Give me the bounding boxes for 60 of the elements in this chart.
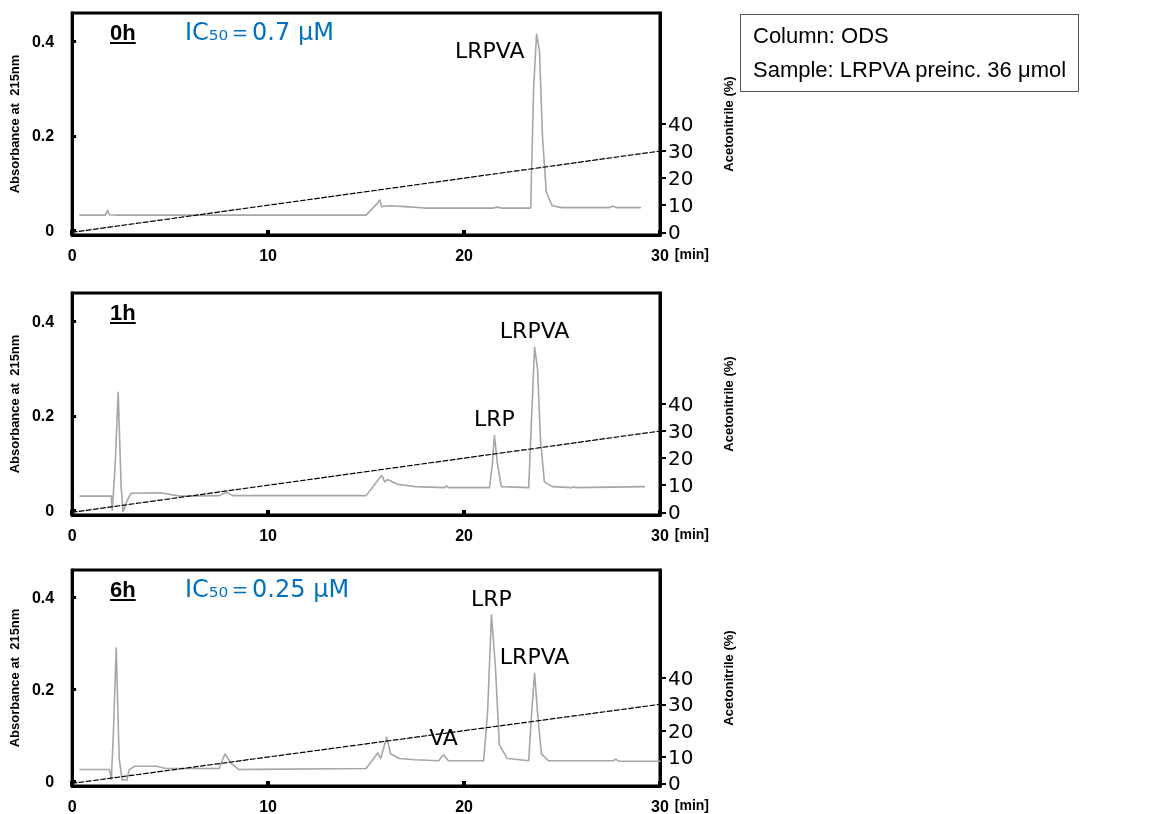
y2-axis-title: Acetonitrile (%) (721, 630, 736, 726)
y-tick-label: 0 (45, 501, 55, 519)
y2-tick-label: 20 (668, 166, 694, 191)
annotation: LRPVA (499, 643, 570, 669)
y2-tick-label: 30 (668, 419, 694, 444)
line-series (79, 614, 661, 781)
y-tick-label: 0.4 (31, 32, 55, 50)
x-axis-title: [min] (674, 797, 710, 813)
x-tick-label: 30 (651, 797, 669, 814)
y2-tick-label: 0 (668, 220, 681, 245)
annotation: LRPVA (455, 37, 525, 63)
x-tick-label: 20 (455, 797, 474, 814)
annotation: LRP (471, 585, 512, 611)
y2-tick-label: 20 (668, 718, 694, 743)
x-axis-title: [min] (674, 526, 710, 542)
y2-tick-label: 40 (668, 112, 694, 136)
y-tick-label: 0 (45, 221, 55, 239)
line-series (79, 346, 646, 513)
y-axis-title: Absorbance at 215nm (7, 54, 22, 194)
x-tick-label: 10 (259, 797, 278, 814)
x-tick-label: 10 (259, 526, 278, 544)
chart-title: 6h (110, 577, 136, 603)
y-tick-label: 0.2 (31, 680, 55, 698)
x-tick-label: 30 (651, 526, 669, 544)
annotation: LRP (474, 406, 515, 432)
y-tick-label: 0.4 (31, 589, 55, 607)
text: Sample: LRPVA preinc. 36 μmol (753, 56, 1067, 84)
y2-tick-label: 30 (668, 692, 694, 717)
x-axis-title: [min] (674, 246, 710, 262)
y-axis-title: Absorbance at 215nm (7, 334, 22, 474)
y2-tick-label: 0 (668, 500, 681, 525)
x-tick-label: 20 (455, 246, 474, 264)
annotation: IC₅₀＝0.25 μM (185, 575, 350, 603)
y-tick-label: 0 (45, 772, 55, 790)
x-tick-label: 0 (67, 246, 77, 264)
x-tick-label: 10 (259, 246, 278, 264)
y2-tick-label: 20 (668, 446, 694, 471)
y2-axis-title: Acetonitrile (%) (721, 76, 736, 172)
x-tick-label: 0 (67, 526, 77, 544)
y2-tick-label: 10 (668, 745, 694, 770)
y2-tick-label: 0 (668, 771, 681, 796)
annotation: VA (429, 725, 458, 751)
chart-title: 1h (110, 300, 136, 326)
y2-tick-label: 40 (668, 392, 694, 416)
annotation: LRPVA (499, 317, 570, 343)
chart-title: 0h (110, 20, 136, 46)
annotation: IC₅₀＝0.7 μM (185, 18, 334, 46)
y-axis-title: Absorbance at 215nm (7, 608, 22, 748)
y2-tick-label: 40 (668, 666, 694, 690)
y2-tick-label: 10 (668, 193, 694, 218)
y2-axis-title: Acetonitrile (%) (721, 356, 736, 452)
y-tick-label: 0.2 (31, 127, 55, 145)
y2-tick-label: 30 (668, 139, 694, 164)
x-tick-label: 30 (651, 246, 669, 264)
y2-tick-label: 10 (668, 473, 694, 498)
y-tick-label: 0.4 (31, 312, 55, 330)
y-tick-label: 0.2 (31, 407, 55, 425)
text: Column: ODS (753, 22, 890, 50)
x-tick-label: 0 (67, 797, 77, 814)
x-tick-label: 20 (455, 526, 474, 544)
